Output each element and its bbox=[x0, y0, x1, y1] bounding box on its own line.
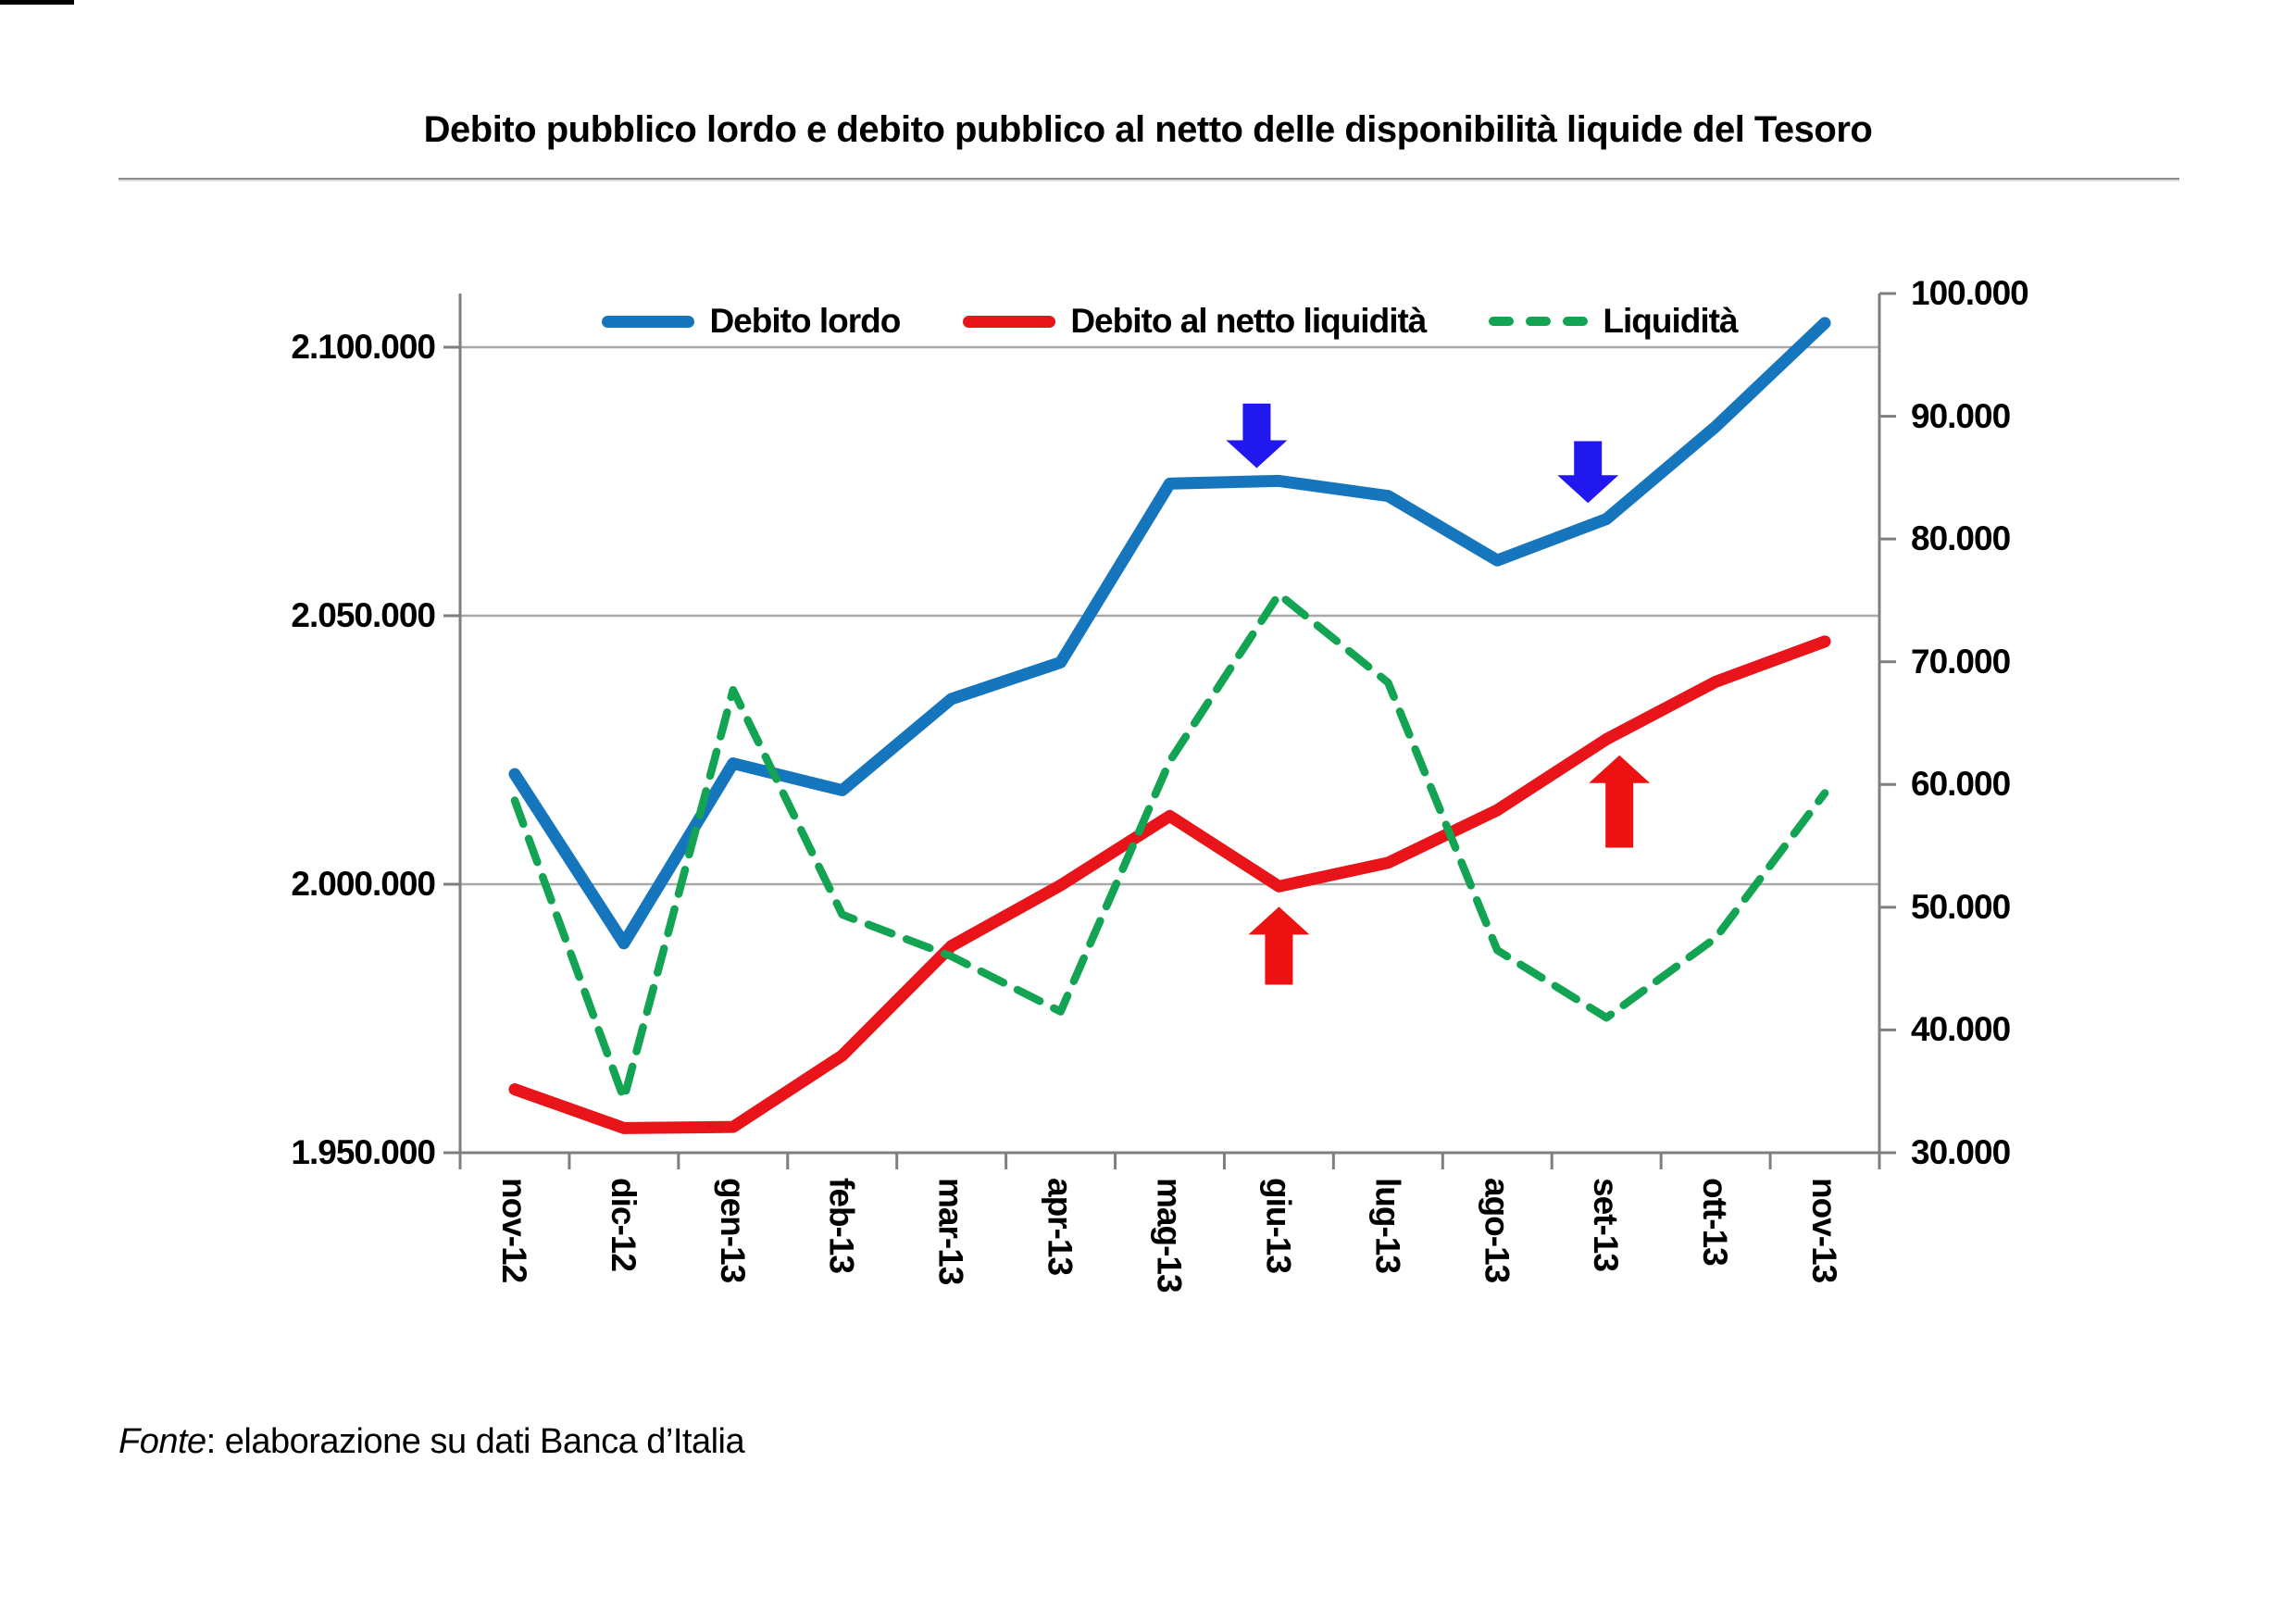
legend-swatch-debito-netto bbox=[963, 315, 1056, 328]
y-axis-left-tick-label: 1.950.000 bbox=[291, 1133, 436, 1171]
source-text: : elaborazione su dati Banca d’Italia bbox=[206, 1422, 745, 1461]
y-axis-right-tick-label: 50.000 bbox=[1911, 887, 2011, 926]
arrow-up-annotation bbox=[1248, 906, 1310, 985]
y-axis-right-tick-label: 30.000 bbox=[1911, 1133, 2011, 1171]
x-axis-tick-label: feb-13 bbox=[822, 1178, 861, 1273]
x-axis-tick-label: giu-13 bbox=[1259, 1178, 1298, 1273]
x-axis-tick-label: set-13 bbox=[1587, 1178, 1626, 1271]
series-liquidita-line bbox=[510, 590, 1829, 1103]
x-axis-tick-label: mar-13 bbox=[931, 1178, 970, 1285]
y-axis-right-tick-label: 40.000 bbox=[1911, 1010, 2011, 1049]
legend-item-debito-lordo: Debito lordo bbox=[602, 302, 901, 341]
y-axis-left-tick-label: 2.000.000 bbox=[291, 865, 436, 903]
legend-label-debito-lordo: Debito lordo bbox=[709, 302, 901, 340]
series-debito-lordo-line bbox=[508, 317, 1831, 950]
legend-swatch-liquidita bbox=[1489, 317, 1589, 326]
x-axis-tick-label: mag-13 bbox=[1150, 1178, 1189, 1293]
x-axis-tick-label: nov-13 bbox=[1805, 1178, 1844, 1283]
y-axis-right-tick-label: 90.000 bbox=[1911, 396, 2011, 435]
arrow-down-annotation bbox=[1557, 441, 1619, 504]
legend: Debito lordo Debito al netto liquidità L… bbox=[460, 298, 1879, 344]
y-axis-right-tick-label: 60.000 bbox=[1911, 765, 2011, 804]
x-axis-tick-label: ott-13 bbox=[1696, 1178, 1735, 1266]
top-left-black-bar bbox=[0, 0, 74, 5]
title-divider bbox=[119, 178, 2179, 180]
series-debito-netto-line bbox=[508, 635, 1831, 1134]
arrow-up-annotation bbox=[1589, 755, 1651, 848]
x-axis-tick-label: dic-12 bbox=[604, 1178, 643, 1271]
x-axis-tick-label: lug-13 bbox=[1368, 1178, 1407, 1273]
arrow-down-annotation bbox=[1226, 403, 1288, 468]
y-axis-left-tick-label: 2.100.000 bbox=[291, 328, 436, 366]
legend-label-debito-netto: Debito al netto liquidità bbox=[1070, 302, 1427, 340]
x-axis-tick-label: nov-12 bbox=[494, 1178, 533, 1283]
chart-title: Debito pubblico lordo e debito pubblico … bbox=[423, 109, 1873, 150]
source-label: Fonte bbox=[119, 1422, 206, 1461]
y-axis-left-tick-label: 2.050.000 bbox=[291, 596, 436, 634]
y-axis-right-tick-label: 100.000 bbox=[1911, 274, 2029, 312]
legend-label-liquidita: Liquidità bbox=[1603, 302, 1738, 340]
legend-item-debito-netto: Debito al netto liquidità bbox=[963, 302, 1427, 341]
y-axis-right-tick-label: 80.000 bbox=[1911, 519, 2011, 558]
source-note: Fonte: elaborazione su dati Banca d’Ital… bbox=[119, 1422, 745, 1462]
x-axis-tick-label: gen-13 bbox=[713, 1178, 752, 1283]
y-axis-right-tick-label: 70.000 bbox=[1911, 642, 2011, 681]
legend-item-liquidita: Liquidità bbox=[1489, 302, 1739, 341]
legend-swatch-debito-lordo bbox=[602, 315, 695, 328]
x-axis-tick-label: apr-13 bbox=[1041, 1178, 1079, 1276]
x-axis-tick-label: ago-13 bbox=[1478, 1178, 1516, 1283]
